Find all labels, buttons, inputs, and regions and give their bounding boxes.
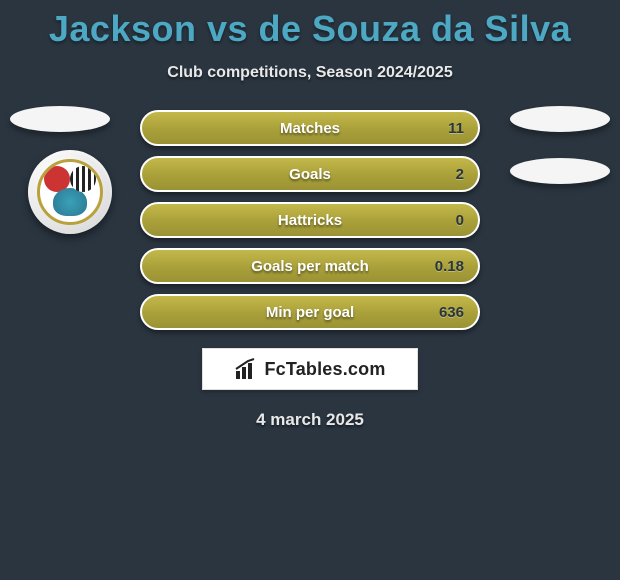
stat-row-min-per-goal: Min per goal 636 xyxy=(140,294,480,330)
subtitle: Club competitions, Season 2024/2025 xyxy=(0,64,620,82)
stat-label: Matches xyxy=(280,120,340,137)
stat-value: 0.18 xyxy=(435,258,464,275)
bar-chart-icon xyxy=(234,357,258,381)
player-right-placeholder-2 xyxy=(510,158,610,184)
stat-row-hattricks: Hattricks 0 xyxy=(140,202,480,238)
stat-value: 2 xyxy=(456,166,464,183)
stat-value: 636 xyxy=(439,304,464,321)
date-text: 4 march 2025 xyxy=(0,410,620,430)
page-title: Jackson vs de Souza da Silva xyxy=(0,0,620,50)
stat-row-goals-per-match: Goals per match 0.18 xyxy=(140,248,480,284)
player-right-placeholder-1 xyxy=(510,106,610,132)
content-area: Matches 11 Goals 2 Hattricks 0 Goals per… xyxy=(0,110,620,430)
brand-box[interactable]: FcTables.com xyxy=(202,348,418,390)
stat-label: Goals xyxy=(289,166,331,183)
club-crest-inner xyxy=(37,159,103,225)
stat-label: Min per goal xyxy=(266,304,354,321)
stat-label: Hattricks xyxy=(278,212,342,229)
stat-label: Goals per match xyxy=(251,258,369,275)
stat-row-matches: Matches 11 xyxy=(140,110,480,146)
stats-list: Matches 11 Goals 2 Hattricks 0 Goals per… xyxy=(140,110,480,330)
stat-row-goals: Goals 2 xyxy=(140,156,480,192)
club-crest xyxy=(28,150,112,234)
brand-text: FcTables.com xyxy=(264,359,385,380)
player-left-placeholder-1 xyxy=(10,106,110,132)
club-crest-bird-icon xyxy=(53,188,87,216)
stat-value: 0 xyxy=(456,212,464,229)
stat-value: 11 xyxy=(448,120,464,137)
